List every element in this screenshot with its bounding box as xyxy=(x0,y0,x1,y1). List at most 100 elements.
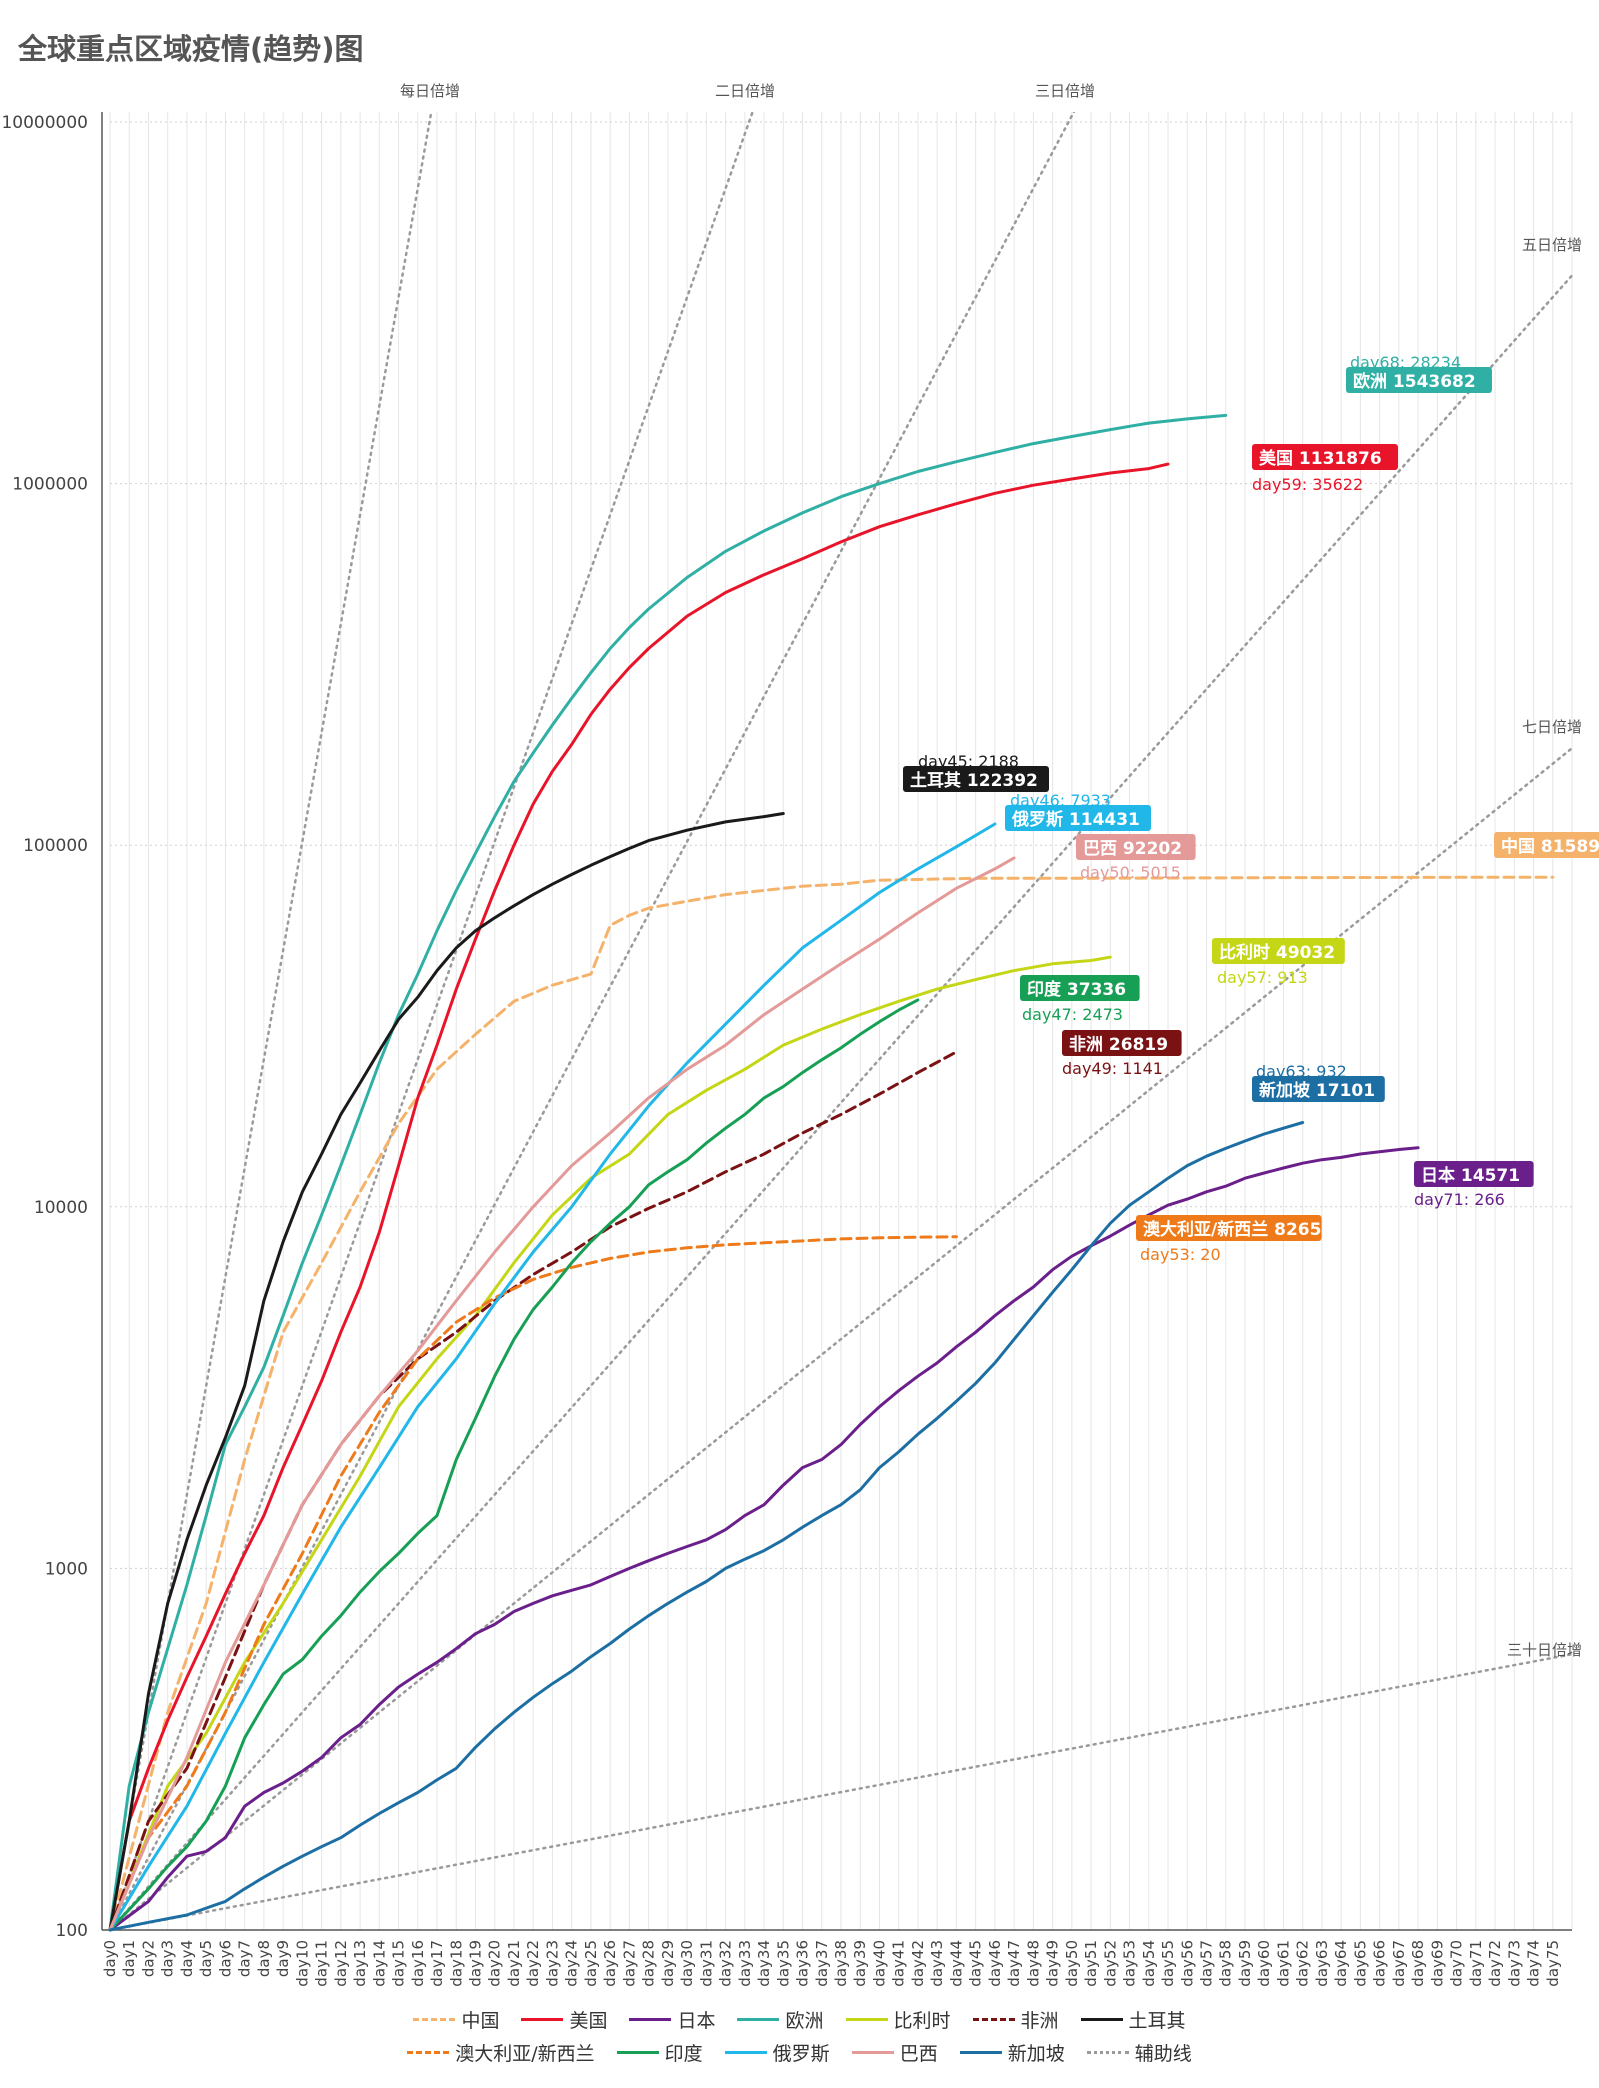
x-tick-label: day3 xyxy=(159,1940,177,1977)
x-tick-label: day73 xyxy=(1505,1940,1523,1987)
x-tick-label: day6 xyxy=(216,1940,234,1977)
x-tick-label: day62 xyxy=(1294,1940,1312,1987)
x-tick-label: day52 xyxy=(1101,1940,1119,1987)
series-line xyxy=(108,998,920,1932)
chart-title: 全球重点区域疫情(趋势)图 xyxy=(18,32,364,66)
x-tick-label: day54 xyxy=(1140,1940,1158,1987)
x-tick-label: day7 xyxy=(236,1940,254,1977)
legend-label: 印度 xyxy=(664,2043,703,2065)
callout-label: 非洲 26819 xyxy=(1069,1034,1168,1055)
x-tick-label: day12 xyxy=(332,1940,350,1987)
callout-sublabel: day53: 20 xyxy=(1140,1245,1221,1264)
legend-row-1: 中国 美国 日本 欧洲 比利时 非洲 土耳其 xyxy=(0,2006,1599,2033)
callout-sublabel: day50: 5015 xyxy=(1080,863,1181,882)
callout-sublabel: day49: 1141 xyxy=(1062,1059,1163,1078)
x-tick-label: day16 xyxy=(409,1940,427,1987)
legend-swatch xyxy=(1080,2018,1123,2021)
x-tick-label: day55 xyxy=(1159,1940,1177,1987)
legend-label: 中国 xyxy=(461,2010,500,2032)
x-tick-label: day39 xyxy=(851,1940,869,1987)
x-tick-label: day20 xyxy=(486,1940,504,1987)
callout-sublabel: day45: 2188 xyxy=(918,752,1019,771)
legend-label: 巴西 xyxy=(899,2043,938,2065)
x-tick-label: day19 xyxy=(467,1940,485,1987)
legend-label: 新加坡 xyxy=(1007,2043,1065,2065)
guide-line xyxy=(110,746,1574,1930)
legend-item: 土耳其 xyxy=(1080,2006,1186,2033)
x-tick-label: day67 xyxy=(1390,1940,1408,1987)
x-tick-label: day10 xyxy=(293,1940,311,1987)
y-tick-label: 100 xyxy=(56,1921,88,1941)
x-tick-label: day41 xyxy=(890,1940,908,1987)
x-tick-label: day29 xyxy=(659,1940,677,1987)
legend-item: 印度 xyxy=(616,2039,703,2066)
callout-box xyxy=(1062,1030,1182,1056)
series-line xyxy=(108,413,1228,1932)
legend-item: 俄罗斯 xyxy=(724,2039,830,2066)
x-tick-label: day42 xyxy=(909,1940,927,1987)
x-tick-label: day22 xyxy=(524,1940,542,1987)
x-tick-label: day2 xyxy=(139,1940,157,1977)
legend-swatch xyxy=(972,2018,1015,2021)
guide-line xyxy=(110,112,1076,1930)
x-tick-label: day37 xyxy=(813,1940,831,1987)
guide-label: 七日倍增 xyxy=(1522,718,1582,736)
callout-label: 新加坡 17101 xyxy=(1259,1080,1375,1101)
series-line xyxy=(108,1121,1305,1932)
x-tick-label: day45 xyxy=(967,1940,985,1987)
x-tick-label: day71 xyxy=(1467,1940,1485,1987)
callout-label: 澳大利亚/新西兰 8265 xyxy=(1143,1219,1321,1240)
series-line xyxy=(108,1146,1420,1932)
legend-label: 美国 xyxy=(569,2010,608,2032)
series-line xyxy=(108,955,1112,1932)
y-tick-label: 1000000 xyxy=(12,475,88,495)
callout-box xyxy=(1252,444,1398,470)
series-line xyxy=(108,875,1555,1932)
callout-label: 欧洲 1543682 xyxy=(1353,371,1476,392)
guide-label: 二日倍增 xyxy=(715,82,775,100)
x-tick-label: day63 xyxy=(1313,1940,1331,1987)
callout-box xyxy=(903,766,1049,792)
x-tick-label: day28 xyxy=(640,1940,658,1987)
x-tick-label: day49 xyxy=(1044,1940,1062,1987)
guide-line xyxy=(110,112,433,1930)
guide-label: 三日倍增 xyxy=(1035,82,1095,100)
legend-item: 巴西 xyxy=(851,2039,938,2066)
legend-swatch xyxy=(1086,2051,1129,2054)
x-tick-label: day59 xyxy=(1236,1940,1254,1987)
callout-sublabel: day59: 35622 xyxy=(1252,475,1363,494)
guide-line xyxy=(110,112,754,1930)
guide-line xyxy=(110,274,1574,1930)
guide-label: 三十日倍增 xyxy=(1507,1641,1582,1659)
callout-label: 中国 81589 xyxy=(1501,836,1599,857)
callout-sublabel: day68: 28234 xyxy=(1350,353,1461,372)
x-tick-label: day18 xyxy=(447,1940,465,1987)
series-line xyxy=(108,1050,958,1932)
x-tick-label: day75 xyxy=(1544,1940,1562,1987)
legend-swatch xyxy=(413,2018,456,2021)
x-tick-label: day48 xyxy=(1024,1940,1042,1987)
x-tick-label: day32 xyxy=(717,1940,735,1987)
legend-swatch xyxy=(407,2051,450,2054)
x-tick-label: day66 xyxy=(1371,1940,1389,1987)
y-tick-label: 1000 xyxy=(45,1559,88,1579)
x-tick-label: day69 xyxy=(1428,1940,1446,1987)
x-tick-label: day4 xyxy=(178,1940,196,1977)
guide-line xyxy=(110,1652,1574,1930)
legend-item: 新加坡 xyxy=(959,2039,1065,2066)
callout-box xyxy=(1414,1161,1534,1187)
x-tick-label: day64 xyxy=(1332,1940,1350,1987)
x-tick-label: day60 xyxy=(1255,1940,1273,1987)
callout-box xyxy=(1020,975,1140,1001)
x-tick-label: day24 xyxy=(563,1940,581,1987)
x-tick-label: day23 xyxy=(543,1940,561,1987)
callout-label: 俄罗斯 114431 xyxy=(1011,809,1140,830)
legend-label: 土耳其 xyxy=(1128,2010,1186,2032)
legend-swatch xyxy=(959,2051,1002,2054)
callout-box xyxy=(1252,1076,1385,1102)
callout-label: 日本 14571 xyxy=(1421,1165,1520,1186)
x-tick-label: day17 xyxy=(428,1940,446,1987)
callout-label: 巴西 92202 xyxy=(1083,839,1182,859)
x-tick-label: day13 xyxy=(351,1940,369,1987)
